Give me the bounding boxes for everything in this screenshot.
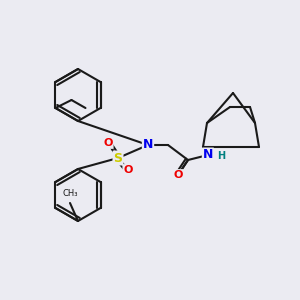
- Text: H: H: [217, 151, 225, 161]
- Text: S: S: [113, 152, 122, 164]
- Text: N: N: [143, 139, 153, 152]
- Text: O: O: [123, 165, 133, 175]
- Text: O: O: [173, 170, 183, 180]
- Text: O: O: [103, 138, 113, 148]
- Text: N: N: [203, 148, 213, 161]
- Text: CH₃: CH₃: [62, 189, 78, 198]
